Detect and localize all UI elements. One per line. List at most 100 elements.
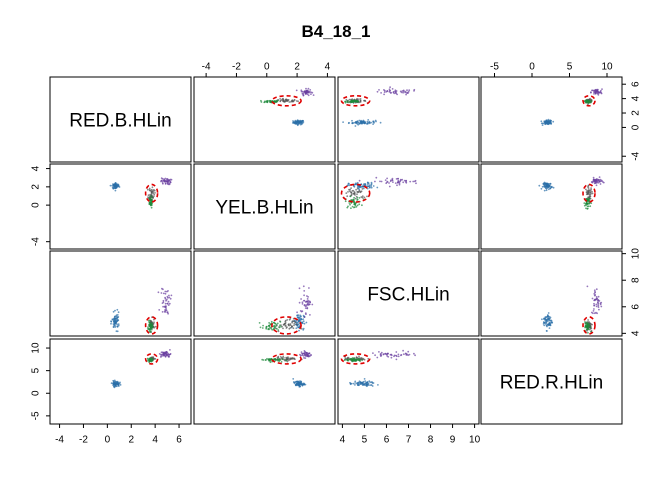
data-point (348, 188, 350, 191)
data-point (387, 355, 390, 358)
data-point (297, 384, 299, 386)
data-point (283, 323, 286, 326)
data-point (380, 92, 382, 94)
data-point (269, 361, 272, 364)
data-point (277, 329, 280, 331)
data-point (149, 189, 151, 192)
data-point (367, 121, 370, 124)
data-point (596, 312, 598, 315)
data-point (146, 328, 149, 330)
data-point (399, 180, 401, 183)
data-point (593, 302, 595, 305)
data-point (279, 324, 281, 327)
data-point (146, 188, 149, 191)
data-point (597, 306, 600, 308)
data-point (386, 181, 388, 184)
data-point (541, 124, 544, 126)
panel-frame (193, 250, 336, 337)
data-point (356, 196, 359, 199)
chart-title: B4_18_1 (301, 22, 370, 41)
tick-label: 5 (31, 367, 42, 373)
data-point (299, 123, 302, 126)
data-point (540, 120, 543, 123)
tick-label: 5 (362, 435, 368, 446)
data-point (160, 177, 163, 180)
data-point (299, 310, 302, 312)
data-point (158, 353, 161, 355)
data-point (404, 352, 407, 355)
data-point (148, 328, 151, 331)
panel-frame (49, 338, 192, 425)
data-point (383, 93, 385, 96)
data-point (288, 318, 291, 321)
data-point (298, 320, 300, 323)
data-point (359, 121, 362, 123)
axis-bottom-RED.B.HLin: -4 -2 0 2 4 6 (55, 424, 182, 446)
data-point (347, 359, 350, 361)
data-point (542, 183, 545, 186)
data-point (376, 356, 379, 359)
data-point (303, 92, 305, 94)
data-point (587, 187, 590, 190)
data-point (301, 90, 304, 93)
data-point (599, 183, 602, 185)
data-point (592, 176, 595, 179)
data-point (359, 191, 362, 194)
data-point (300, 298, 302, 300)
data-point (363, 183, 366, 185)
data-point (112, 379, 115, 382)
data-point (286, 319, 289, 321)
data-point (548, 188, 550, 191)
data-point (349, 195, 352, 198)
data-point (114, 322, 117, 324)
data-point (589, 205, 592, 208)
data-point (595, 305, 598, 308)
data-point (352, 357, 355, 360)
data-point (587, 101, 589, 103)
data-point (302, 329, 305, 331)
data-point (382, 353, 385, 355)
data-point (281, 358, 284, 361)
data-point (292, 120, 294, 122)
data-point (164, 297, 167, 300)
data-point (304, 307, 307, 309)
data-point (112, 187, 115, 190)
data-point (168, 296, 171, 299)
data-point (149, 198, 151, 201)
data-point (300, 120, 302, 122)
data-point (312, 94, 315, 96)
data-point (291, 320, 294, 323)
data-point (116, 323, 118, 326)
panel-frame (193, 163, 336, 250)
data-point (279, 356, 282, 358)
data-point (598, 308, 600, 311)
data-point (543, 120, 546, 123)
data-point (268, 322, 270, 324)
data-point (148, 201, 151, 204)
data-point (310, 354, 312, 356)
axis-top-RED.R.HLin: -5 0 5 10 (490, 62, 613, 77)
data-point (550, 185, 553, 188)
data-point (598, 176, 601, 179)
data-point (279, 100, 282, 103)
data-point (284, 322, 287, 324)
data-point (594, 290, 596, 293)
data-point (600, 305, 603, 308)
data-point (350, 207, 352, 210)
data-point (167, 304, 170, 306)
data-point (299, 385, 301, 388)
data-point (303, 316, 306, 318)
data-point (352, 382, 355, 385)
data-point (297, 380, 300, 383)
data-point (595, 303, 598, 306)
data-point (300, 383, 302, 386)
data-point (396, 181, 399, 184)
data-point (596, 91, 599, 93)
data-point (395, 351, 398, 353)
data-point (160, 292, 163, 294)
data-point (365, 382, 368, 384)
data-point (356, 181, 359, 184)
data-point (588, 328, 590, 331)
data-point (304, 352, 306, 354)
data-point (295, 323, 298, 326)
